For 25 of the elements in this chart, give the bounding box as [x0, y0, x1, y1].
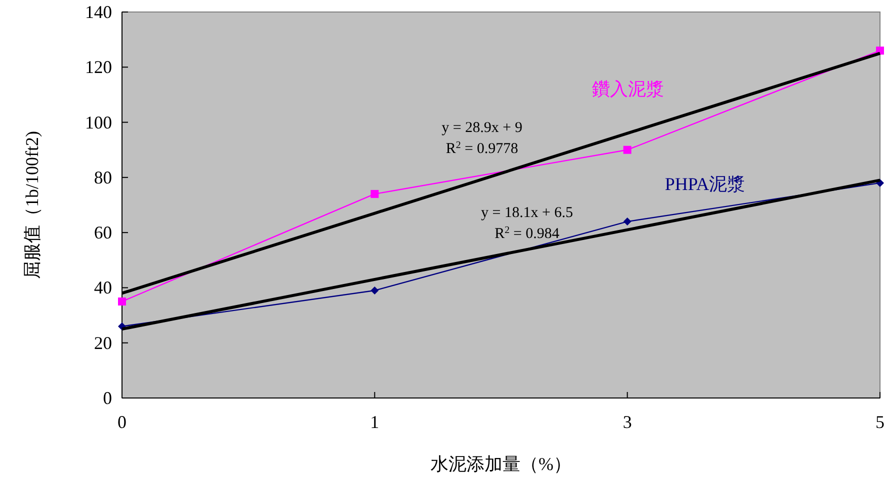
- y-tick-label: 120: [85, 57, 112, 78]
- y-tick-label: 0: [103, 388, 112, 408]
- annotation: y = 18.1x + 6.5: [481, 205, 573, 221]
- point: [623, 218, 632, 226]
- y-tick-label: 40: [94, 278, 112, 298]
- x-tick-label: 3: [622, 412, 632, 432]
- point: [118, 298, 126, 306]
- annotation: y = 28.9x + 9: [442, 120, 522, 136]
- annotation: R$^{2}$ = 0.9778: [446, 140, 518, 157]
- y-tick-label: 140: [85, 2, 112, 22]
- series-label: PHPA泥漿: [664, 174, 746, 194]
- annotation: R$^{2}$ = 0.984: [494, 224, 560, 242]
- x-tick-label: 0: [118, 412, 126, 432]
- y-tick-label: 100: [85, 112, 112, 132]
- y-tick-label: 20: [94, 332, 112, 353]
- point: [623, 146, 632, 154]
- x-tick-label: 5: [876, 412, 884, 432]
- y-tick-label: 80: [94, 167, 112, 188]
- y-tick-label: 60: [94, 222, 112, 243]
- point: [370, 190, 379, 198]
- point: [370, 286, 379, 294]
- x-tick-label: 1: [370, 412, 380, 432]
- series-label: 鑽入泥漿: [592, 79, 664, 99]
- y-axis-title: 屈服值（1b/100ft2): [22, 131, 42, 279]
- x-axis-title: 水泥添加量（%）: [430, 454, 572, 474]
